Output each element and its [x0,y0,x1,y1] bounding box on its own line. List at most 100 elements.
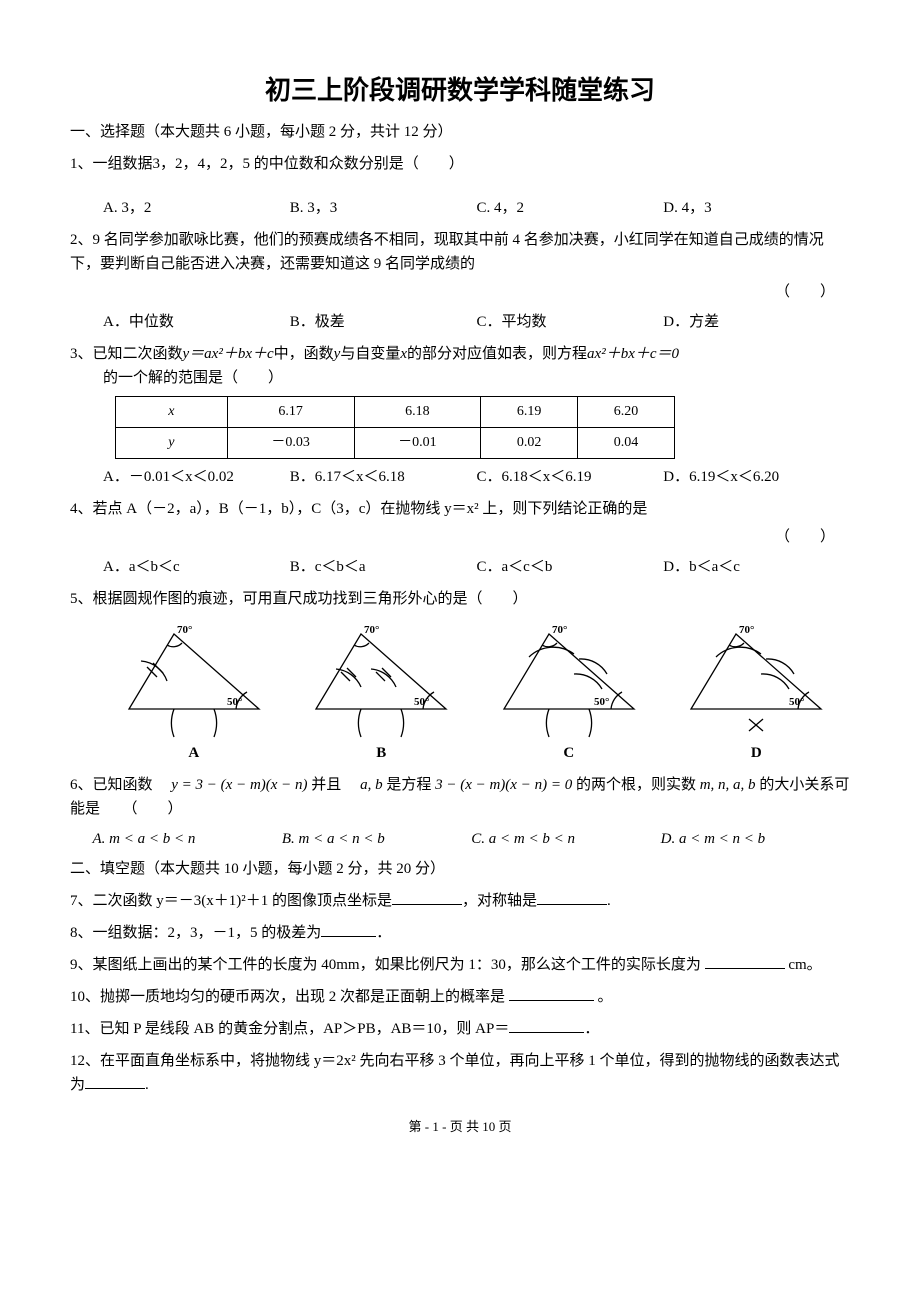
question-10: 10、抛掷一质地均匀的硬币两次，出现 2 次都是正面朝上的概率是 。 [70,985,850,1009]
q9-stem: 9、某图纸上画出的某个工件的长度为 40mm，如果比例尺为 1：30，那么这个工… [70,957,701,973]
q4-opt-a: A．a＜b＜c [103,555,290,579]
q3-th-x: x [116,396,228,427]
question-2: 2、9 名同学参加歌咏比赛，他们的预赛成绩各不相同，现取其中前 4 名参加决赛，… [70,228,850,276]
q6-expr2: 3 − (x − m)(x − n) = 0 [435,777,572,793]
svg-text:50°: 50° [414,696,429,708]
q5-fig-a: 70° 50° A [119,619,269,765]
q7-pre: 7、二次函数 y＝－3(x＋1)²＋1 的图像顶点坐标是 [70,893,392,909]
q2-opt-d: D．方差 [663,310,850,334]
q7-blank1 [392,889,462,905]
q3-r3: 0.02 [481,427,578,458]
q2-opt-b: B．极差 [290,310,477,334]
q6-opt-a: A. m < a < b < n [93,827,282,851]
svg-text:70°: 70° [552,624,567,636]
question-12: 12、在平面直角坐标系中，将抛物线 y＝2x² 先向右平移 3 个单位，再向上平… [70,1049,850,1097]
q9-blank [705,953,785,969]
q3-opt-a: A．－0.01＜x＜0.02 [103,465,290,489]
q6-mnab: m, n, a, b [700,777,756,793]
q10-text: 10、抛掷一质地均匀的硬币两次，出现 2 次都是正面朝上的概率是 [70,989,505,1005]
q5-figures: 70° 50° A 70° 50° B [100,619,850,765]
q1-opt-b: B. 3，3 [290,196,477,220]
q3-r2: －0.01 [354,427,481,458]
question-5: 5、根据圆规作图的痕迹，可用直尺成功找到三角形外心的是（ ） [70,587,850,611]
q2-opt-c: C．平均数 [477,310,664,334]
q12-stem: 12、在平面直角坐标系中，将抛物线 y＝2x² 先向右平移 3 个单位，再向上平… [70,1053,840,1093]
q3-r4: 0.04 [578,427,675,458]
q6-ab: a, b [360,777,383,793]
q9-unit: cm。 [788,957,821,973]
q7-end: . [607,893,611,909]
q3-th-y: y [116,427,228,458]
q6-options: A. m < a < b < n B. m < a < n < b C. a <… [93,827,851,851]
q3-opt-d: D．6.19＜x＜6.20 [663,465,850,489]
q3-opt-c: C．6.18＜x＜6.19 [477,465,664,489]
q7-mid: ，对称轴是 [462,893,537,909]
q3-c2: 6.18 [354,396,481,427]
q3-c4: 6.20 [578,396,675,427]
page-footer: 第 - 1 - 页 共 10 页 [70,1117,850,1138]
q12-end: . [145,1077,149,1093]
section-1-heading: 一、选择题（本大题共 6 小题，每小题 2 分，共计 12 分） [70,120,850,144]
q2-options: A．中位数 B．极差 C．平均数 D．方差 [103,310,850,334]
q5-fig-c: 70° 50° C [494,619,644,765]
page-title: 初三上阶段调研数学学科随堂练习 [70,70,850,112]
q3-table: x 6.17 6.18 6.19 6.20 y －0.03 －0.01 0.02… [115,396,675,460]
q6-opt-d: D. a < m < n < b [661,827,850,851]
q5-label-b: B [306,741,456,765]
q11-text: 11、已知 P 是线段 AB 的黄金分割点，AP＞PB，AB＝10，则 AP＝ [70,1021,509,1037]
angle-50: 50° [227,696,242,708]
q4-options: A．a＜b＜c B．c＜b＜a C．a＜c＜b D．b＜a＜c [103,555,850,579]
q3-options: A．－0.01＜x＜0.02 B．6.17＜x＜6.18 C．6.18＜x＜6.… [103,465,850,489]
q3-expr2: ax²＋bx＋c＝0 [587,346,679,362]
q2-stem: 2、9 名同学参加歌咏比赛，他们的预赛成绩各不相同，现取其中前 4 名参加决赛，… [70,232,824,272]
angle-70: 70° [177,624,192,636]
q1-opt-c: C. 4，2 [477,196,664,220]
q5-fig-d: 70° 50° D [681,619,831,765]
section-2-heading: 二、填空题（本大题共 10 小题，每小题 2 分，共 20 分） [70,857,850,881]
q6-mid3: 的两个根，则实数 [576,777,696,793]
question-7: 7、二次函数 y＝－3(x＋1)²＋1 的图像顶点坐标是 ，对称轴是. [70,889,850,913]
svg-text:50°: 50° [594,696,609,708]
q4-opt-c: C．a＜c＜b [477,555,664,579]
q3-expr1: y＝ax²＋bx＋c [183,346,274,362]
question-11: 11、已知 P 是线段 AB 的黄金分割点，AP＞PB，AB＝10，则 AP＝ ． [70,1017,850,1041]
q4-opt-d: D．b＜a＜c [663,555,850,579]
question-9: 9、某图纸上画出的某个工件的长度为 40mm，如果比例尺为 1：30，那么这个工… [70,953,850,977]
q6-expr1: y = 3 − (x − m)(x − n) [171,777,307,793]
q3-end: 的一个解的范围是（ ） [70,366,850,390]
svg-text:70°: 70° [364,624,379,636]
q6-mid2: 是方程 [386,777,431,793]
q5-fig-b: 70° 50° B [306,619,456,765]
q8-text: 8、一组数据：2，3，－1，5 的极差为 [70,925,321,941]
question-4: 4、若点 A（－2，a），B（－1，b），C（3，c）在抛物线 y＝x² 上，则… [70,497,850,521]
q3-pre: 3、已知二次函数 [70,346,183,362]
q2-opt-a: A．中位数 [103,310,290,334]
q12-blank [85,1073,145,1089]
q5-label-a: A [119,741,269,765]
q7-blank2 [537,889,607,905]
q3-mid: 中，函数 [274,346,334,362]
q4-paren: （ ） [775,525,835,549]
q5-label-c: C [494,741,644,765]
q6-opt-c: C. a < m < b < n [471,827,660,851]
q3-opt-b: B．6.17＜x＜6.18 [290,465,477,489]
q11-end: ． [584,1021,599,1037]
question-8: 8、一组数据：2，3，－1，5 的极差为． [70,921,850,945]
q3-r1: －0.03 [227,427,354,458]
q1-options: A. 3，2 B. 3，3 C. 4，2 D. 4，3 [103,196,850,220]
q2-paren: （ ） [775,280,835,304]
q11-blank [509,1017,584,1033]
q4-opt-b: B．c＜b＜a [290,555,477,579]
q8-blank [321,921,376,937]
q6-opt-b: B. m < a < n < b [282,827,471,851]
svg-text:70°: 70° [739,624,754,636]
q10-end: 。 [598,989,613,1005]
q6-mid: 并且 [311,777,356,793]
q3-c3: 6.19 [481,396,578,427]
question-6: 6、已知函数 y = 3 − (x − m)(x − n) 并且 a, b 是方… [70,773,850,821]
q3-mid3: 的部分对应值如表，则方程 [407,346,587,362]
question-1: 1、一组数据3，2，4，2，5 的中位数和众数分别是（ ） [70,152,850,176]
q5-label-d: D [681,741,831,765]
svg-text:50°: 50° [789,696,804,708]
question-3: 3、已知二次函数y＝ax²＋bx＋c中，函数y与自变量x的部分对应值如表，则方程… [70,342,850,390]
